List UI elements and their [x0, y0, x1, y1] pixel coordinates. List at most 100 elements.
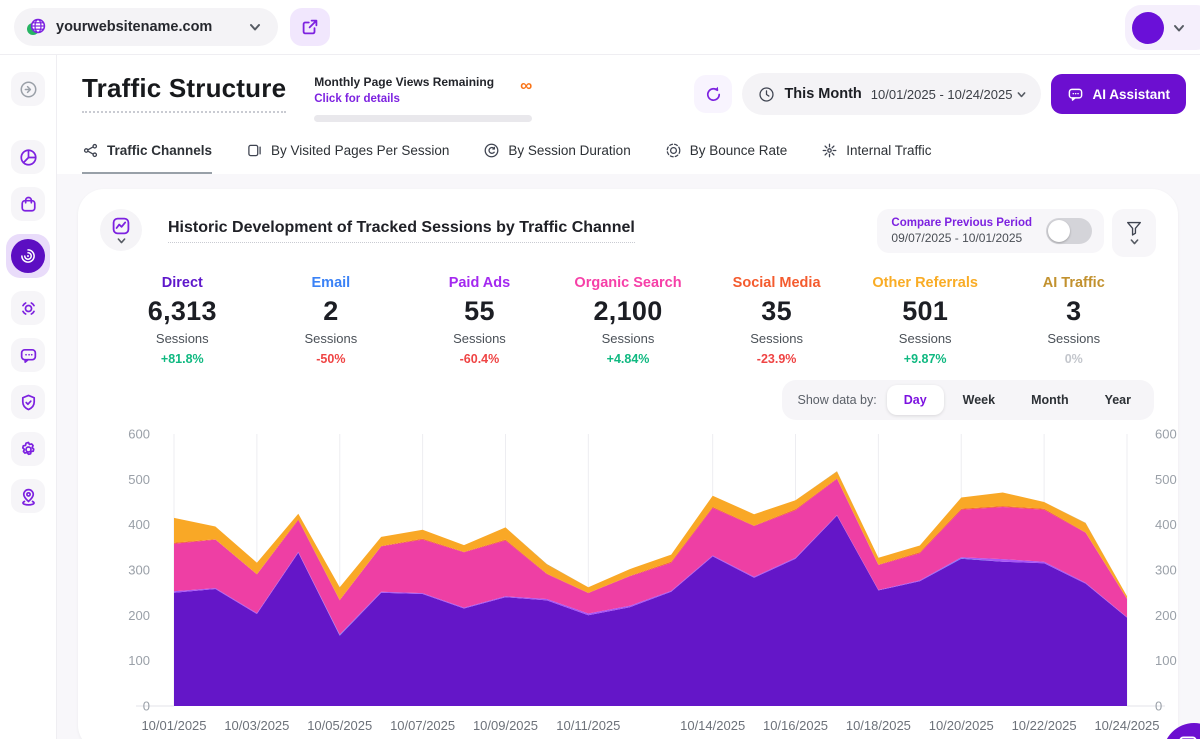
svg-text:0: 0	[143, 699, 150, 714]
svg-text:600: 600	[1155, 427, 1177, 442]
website-name: yourwebsitename.com	[56, 19, 213, 35]
chevron-down-icon	[1130, 239, 1138, 245]
pageviews-remaining: Monthly Page Views Remaining Click for d…	[314, 75, 533, 122]
sidebar	[0, 55, 57, 739]
chevron-down-icon	[1018, 91, 1026, 97]
sidebar-item-goals[interactable]	[11, 291, 45, 325]
pages-icon	[248, 144, 261, 157]
area-chart-icon	[112, 217, 130, 234]
tab-visited-pages-per-session[interactable]: By Visited Pages Per Session	[246, 142, 449, 174]
open-website-button[interactable]	[290, 8, 331, 46]
granularity-month[interactable]: Month	[1031, 393, 1069, 407]
location-pin-icon	[21, 488, 35, 506]
website-selector[interactable]: yourwebsitename.com	[14, 8, 279, 46]
svg-text:200: 200	[1155, 608, 1177, 623]
stat-paid-ads[interactable]: Paid Ads 55 Sessions -60.4%	[448, 275, 511, 366]
channel-stats: Direct 6,313 Sessions +81.8% Email 2 Ses…	[108, 275, 1148, 366]
svg-text:10/24/2025: 10/24/2025	[1094, 718, 1159, 733]
period-label: This Month	[784, 86, 862, 102]
svg-text:10/22/2025: 10/22/2025	[1012, 718, 1077, 733]
svg-text:400: 400	[128, 517, 150, 532]
page-header: Traffic Structure Monthly Page Views Rem…	[57, 55, 1200, 122]
ai-assistant-label: AI Assistant	[1092, 86, 1170, 102]
content-area: Historic Development of Tracked Sessions…	[57, 174, 1200, 739]
granularity-year[interactable]: Year	[1104, 393, 1131, 407]
pageviews-label: Monthly Page Views Remaining	[314, 75, 495, 89]
external-link-icon	[303, 19, 318, 35]
pie-chart-icon	[19, 148, 37, 166]
tab-traffic-channels[interactable]: Traffic Channels	[82, 142, 213, 174]
refresh-button[interactable]	[694, 75, 733, 113]
svg-text:10/11/2025: 10/11/2025	[556, 718, 620, 733]
compare-toggle[interactable]	[1046, 218, 1092, 244]
chat-icon	[1069, 88, 1083, 101]
sidebar-item-overview[interactable]	[11, 140, 45, 174]
refresh-icon	[706, 86, 721, 101]
clock-icon	[759, 86, 775, 102]
collapse-icon	[20, 81, 36, 97]
svg-text:500: 500	[128, 472, 150, 487]
compare-range: 09/07/2025 - 10/01/2025	[891, 231, 1023, 245]
traffic-chart-card: Historic Development of Tracked Sessions…	[78, 189, 1178, 739]
shield-check-icon	[21, 394, 35, 410]
sidebar-item-security[interactable]	[11, 385, 45, 419]
sidebar-item-ecommerce[interactable]	[11, 187, 45, 221]
compare-previous-period: Compare Previous Period 09/07/2025 - 10/…	[877, 209, 1104, 253]
svg-text:10/16/2025: 10/16/2025	[763, 718, 828, 733]
chat-icon	[1179, 736, 1197, 739]
svg-text:10/14/2025: 10/14/2025	[680, 718, 745, 733]
chevron-down-icon	[1174, 24, 1184, 31]
chat-bubble-icon	[20, 348, 36, 363]
chart-title: Historic Development of Tracked Sessions…	[168, 219, 635, 243]
avatar	[1132, 11, 1164, 44]
chart-type-selector[interactable]	[100, 209, 142, 251]
chevron-down-icon	[250, 24, 261, 31]
sidebar-item-locations[interactable]	[11, 479, 45, 513]
tab-internal-traffic[interactable]: Internal Traffic	[821, 142, 932, 174]
sidebar-item-settings[interactable]	[11, 432, 45, 466]
traffic-chart-svg: 0 0 100 100 200 200 300 300 400 400 500 500 600 600 10…	[128, 427, 1177, 734]
topbar: yourwebsitename.com	[0, 0, 1200, 55]
stat-direct[interactable]: Direct 6,313 Sessions +81.8%	[147, 275, 217, 366]
svg-text:600: 600	[128, 427, 150, 442]
tab-session-duration[interactable]: By Session Duration	[483, 142, 631, 174]
stat-organic-search[interactable]: Organic Search 2,100 Sessions +4.84%	[574, 275, 682, 366]
bounce-icon	[666, 143, 681, 158]
internal-traffic-icon	[822, 143, 837, 158]
svg-text:0: 0	[1155, 699, 1162, 714]
show-data-by-control: Show data by: Day Week Month Year	[781, 380, 1154, 420]
filter-button[interactable]	[1112, 209, 1156, 257]
stat-ai-traffic[interactable]: AI Traffic 3 Sessions 0%	[1042, 275, 1105, 366]
pageviews-infinity-value: ∞	[520, 76, 533, 95]
svg-text:10/07/2025: 10/07/2025	[390, 718, 455, 733]
compare-label: Compare Previous Period	[891, 217, 1032, 229]
pageviews-details-link[interactable]: Click for details	[314, 93, 400, 105]
svg-text:100: 100	[1155, 653, 1177, 668]
ai-assistant-button[interactable]: AI Assistant	[1051, 74, 1186, 114]
traffic-swirl-icon	[11, 239, 45, 273]
focus-target-icon	[21, 301, 35, 315]
sidebar-item-traffic[interactable]	[6, 234, 50, 278]
stat-other-referrals[interactable]: Other Referrals 501 Sessions +9.87%	[872, 275, 978, 366]
period-range: 10/01/2025 - 10/24/2025	[871, 87, 1028, 102]
pageviews-progress-bar	[314, 115, 533, 122]
granularity-day[interactable]: Day	[886, 385, 944, 415]
sidebar-collapse-button[interactable]	[11, 72, 45, 106]
date-range-selector[interactable]: This Month 10/01/2025 - 10/24/2025	[742, 73, 1042, 115]
filter-funnel-icon	[1127, 221, 1141, 236]
stat-email[interactable]: Email 2 Sessions -50%	[304, 275, 358, 366]
user-menu[interactable]	[1125, 5, 1200, 50]
granularity-week[interactable]: Week	[962, 393, 996, 407]
svg-text:10/05/2025: 10/05/2025	[307, 718, 372, 733]
gear-icon	[21, 441, 35, 455]
chart-area[interactable]: 0 0 100 100 200 200 300 300 400 400 500 500 600 600 10…	[100, 426, 1176, 739]
svg-text:200: 200	[128, 608, 150, 623]
sidebar-item-feedback[interactable]	[11, 338, 45, 372]
show-data-by-label: Show data by:	[797, 393, 877, 407]
svg-text:400: 400	[1155, 517, 1177, 532]
stat-social-media[interactable]: Social Media 35 Sessions -23.9%	[732, 275, 821, 366]
svg-text:300: 300	[128, 563, 150, 578]
page-title: Traffic Structure	[82, 73, 287, 113]
chevron-down-icon	[117, 237, 125, 243]
tab-bounce-rate[interactable]: By Bounce Rate	[665, 142, 787, 174]
